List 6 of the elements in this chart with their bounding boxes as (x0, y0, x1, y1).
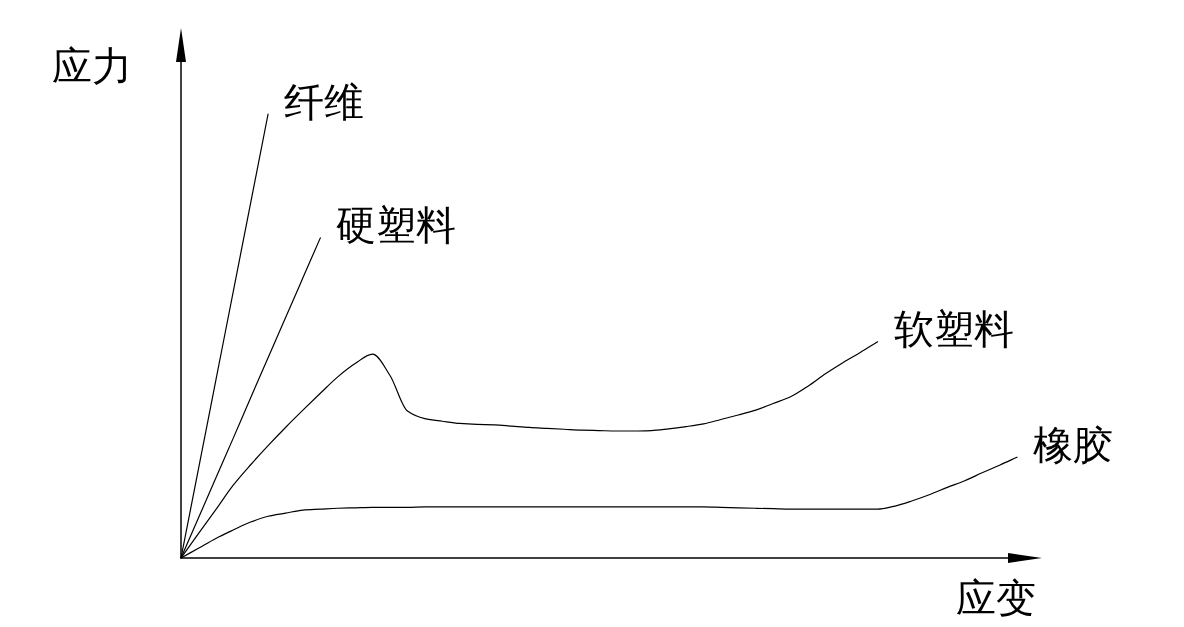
series-label: 硬塑料 (336, 203, 457, 249)
x-axis-title: 应变 (956, 576, 1036, 621)
series-label: 软塑料 (893, 307, 1014, 353)
series-label: 纤维 (284, 79, 365, 125)
y-axis-title: 应力 (52, 44, 132, 89)
series-label: 橡胶 (1033, 422, 1113, 468)
